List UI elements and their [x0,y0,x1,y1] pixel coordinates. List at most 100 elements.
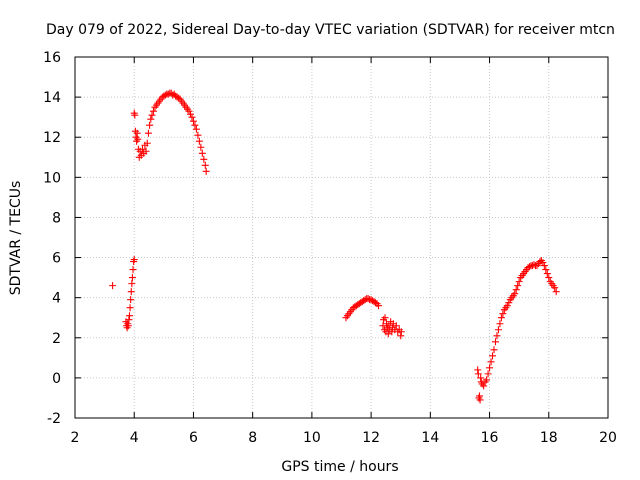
data-point [372,299,380,307]
data-point [493,332,501,340]
data-point [189,117,197,125]
plot-border [74,56,609,419]
x-tick-label: 10 [303,430,321,446]
data-point [491,338,499,346]
data-point [545,274,553,282]
y-axis-label: SDTVAR / TECUs [8,181,24,296]
y-tick-label: 8 [52,210,61,226]
data-point [164,90,172,98]
x-tick-label: 2 [71,430,80,446]
y-tick-label: -2 [47,411,61,427]
data-point [375,302,383,310]
data-point [526,263,534,271]
y-tick-labels: -2 0 2 4 6 8 10 12 14 16 [43,50,61,427]
x-tick-label: 6 [189,430,198,446]
data-point [125,312,133,320]
data-point [552,288,560,296]
data-point [109,282,117,290]
data-point [188,113,196,121]
y-tick-label: 10 [43,170,61,186]
data-point [148,111,156,119]
x-axis-label: GPS time / hours [281,459,398,475]
data-point [128,274,136,282]
data-point [381,314,389,322]
data-point [397,332,405,340]
data-point [139,145,147,153]
data-point [385,322,393,330]
data-point [129,266,137,274]
data-point [487,358,495,366]
data-point [474,366,482,374]
data-point [392,322,400,330]
data-point [185,107,193,115]
data-point [149,107,157,115]
data-point [198,149,206,157]
data-point [477,374,485,382]
data-point [511,290,519,298]
data-point [474,370,482,378]
data-point [476,396,484,404]
data-point [530,261,538,269]
data-point [175,94,183,102]
y-tick-label: 0 [52,371,61,387]
data-points [109,89,560,404]
data-point [397,328,405,336]
data-point [124,322,132,330]
data-point [475,392,483,400]
data-point [512,286,520,294]
data-point [131,111,139,119]
x-tick-label: 20 [599,430,617,446]
data-point [490,346,498,354]
data-point [542,266,550,274]
data-point [142,147,150,155]
data-point [146,121,154,129]
data-point [384,330,392,338]
data-point [169,91,177,99]
data-point [489,352,497,360]
x-tick-label: 4 [130,430,139,446]
y-tick-label: 14 [43,90,61,106]
data-point [539,259,547,267]
x-tick-label: 8 [248,430,257,446]
data-point [134,135,142,143]
data-point [194,131,202,139]
data-point [128,280,136,288]
data-point [364,295,372,303]
data-point [480,382,488,390]
x-tick-labels: 2 4 6 8 10 12 14 16 18 20 [71,430,617,446]
data-point [195,137,203,145]
data-point [486,364,494,372]
data-point [543,270,551,278]
data-point [503,302,511,310]
data-point [200,155,208,163]
data-point [379,322,387,330]
data-point [536,258,544,266]
x-tick-label: 18 [540,430,558,446]
data-point [514,282,522,290]
data-point [130,256,138,264]
data-point [515,278,523,286]
x-tick-label: 12 [362,430,380,446]
data-point [147,115,155,123]
grid-lines [75,57,608,418]
data-point [494,326,502,334]
data-point [143,139,151,147]
y-tick-label: 2 [52,331,61,347]
data-point [499,310,507,318]
data-point [202,167,210,175]
data-point [540,262,548,270]
y-tick-label: 6 [52,251,61,267]
data-point [144,129,152,137]
x-tick-label: 16 [481,430,499,446]
data-point [551,284,559,292]
data-point [127,296,135,304]
data-point [126,304,134,312]
data-point [125,316,133,324]
data-point [484,370,492,378]
data-point [192,125,200,133]
data-point [127,288,135,296]
y-tick-label: 4 [52,291,61,307]
data-point [197,143,205,151]
data-point [201,161,209,169]
